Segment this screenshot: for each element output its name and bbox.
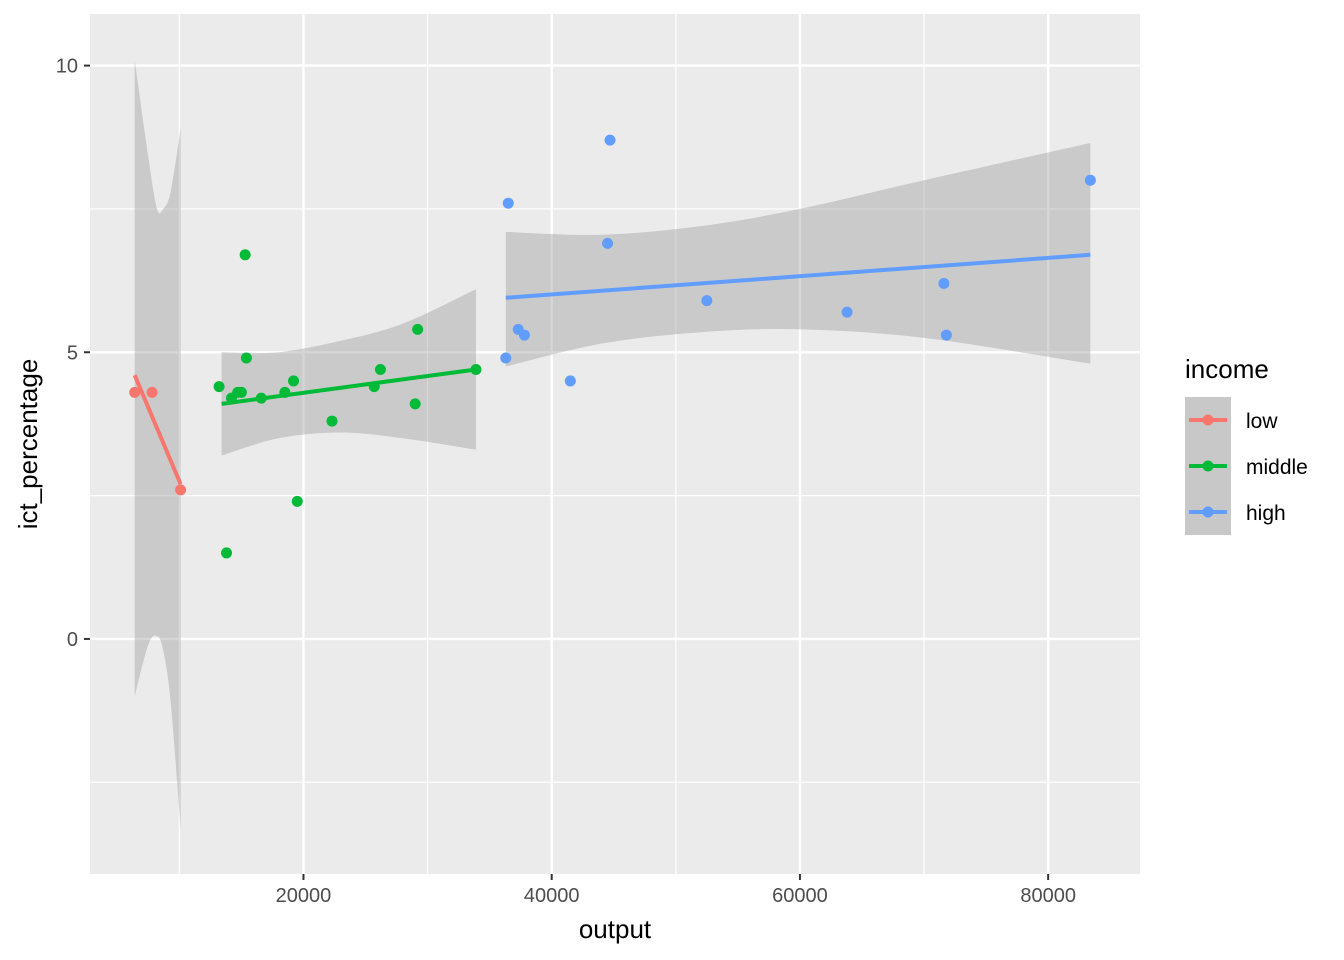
legend-label-high: high [1246,502,1286,525]
legend-key-point [1202,506,1214,518]
point-high [841,306,853,318]
legend-title: income [1185,354,1269,384]
fit-line-high [505,252,1091,300]
point-middle [326,415,338,427]
x-tick-label: 20000 [276,885,332,907]
legend-key-point [1202,414,1214,426]
legend: income low middle high [1185,354,1308,535]
point-high [604,134,616,146]
point-high [500,352,512,364]
legend-keys: low middle high [1185,397,1308,535]
point-high [502,197,514,209]
confidence-band-low [134,59,181,829]
point-high [701,295,713,307]
point-middle [255,392,267,404]
point-middle [368,381,380,393]
point-middle [240,352,252,364]
x-tick-label: 80000 [1020,885,1076,907]
point-low [146,386,158,398]
x-tick-label: 40000 [524,885,580,907]
point-low [129,386,141,398]
point-high [938,277,950,289]
y-tick-label: 0 [67,629,78,651]
point-middle [239,249,251,261]
point-low [175,484,187,496]
point-high [564,375,576,387]
x-axis-title: output [579,914,652,944]
x-axis-ticks: 20000 40000 60000 80000 [276,874,1076,907]
y-tick-label: 5 [67,342,78,364]
point-high [602,237,614,249]
data-points [129,134,1096,559]
y-axis-title: ict_percentage [13,359,43,530]
plot-panel [90,14,1140,874]
point-middle [213,381,225,393]
point-middle [412,323,424,335]
y-tick-label: 10 [56,56,78,78]
y-axis-ticks: 0 5 10 [56,56,90,651]
point-middle [470,363,482,375]
point-middle [235,386,247,398]
point-high [518,329,530,341]
point-middle [291,495,303,507]
point-middle [374,363,386,375]
legend-label-middle: middle [1246,456,1308,479]
minor-gridlines [90,14,1140,874]
legend-label-low: low [1246,410,1278,433]
point-middle [288,375,300,387]
confidence-bands [134,59,1091,829]
major-gridlines [90,14,1140,874]
confidence-band-high [505,143,1091,367]
point-middle [279,386,291,398]
x-tick-label: 60000 [772,885,828,907]
point-middle [221,547,233,559]
point-high [940,329,952,341]
legend-key-point [1202,460,1214,472]
point-high [1084,174,1096,186]
fit-line-low [132,374,183,485]
point-middle [409,398,421,410]
